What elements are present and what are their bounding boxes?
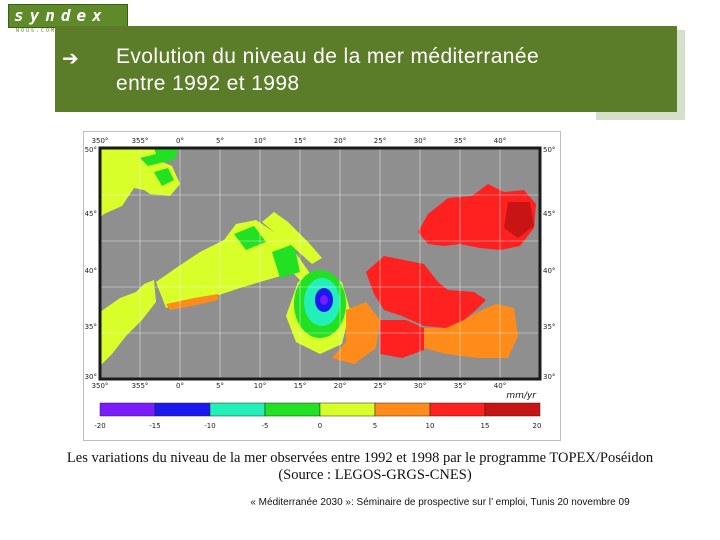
bottom-tick: 15° bbox=[294, 382, 306, 390]
slide-title: Evolution du niveau de la mer méditerran… bbox=[116, 43, 666, 97]
sea-atlantic-south bbox=[100, 280, 156, 366]
sea-ligurian-green bbox=[234, 226, 266, 250]
bottom-tick: 35° bbox=[454, 382, 466, 390]
logo-text: syndex bbox=[14, 6, 108, 25]
bottom-tick: 25° bbox=[374, 382, 386, 390]
right-tick: 40° bbox=[543, 267, 555, 275]
legend-swatch bbox=[374, 402, 431, 417]
top-tick: 20° bbox=[334, 137, 346, 145]
caption-line-1: Les variations du niveau de la mer obser… bbox=[66, 450, 654, 466]
top-tick: 35° bbox=[454, 137, 466, 145]
bottom-tick: 40° bbox=[494, 382, 506, 390]
sea-aegean bbox=[366, 256, 486, 328]
legend-label: 0 bbox=[318, 422, 322, 430]
sea-biscay-green bbox=[154, 168, 174, 186]
title-line-2: entre 1992 et 1998 bbox=[116, 72, 300, 95]
logo-subtitle: NOUS.COM bbox=[16, 28, 57, 34]
map-frame-border bbox=[98, 146, 542, 381]
sea-level-map: 350° 355° 0° 5° 10° 15° 20° 25° 30° 35° … bbox=[85, 137, 556, 430]
legend-swatch bbox=[264, 402, 321, 417]
bottom-tick: 20° bbox=[334, 382, 346, 390]
top-tick: 15° bbox=[294, 137, 306, 145]
bottom-tick: 0° bbox=[176, 382, 184, 390]
sea-levantine-red bbox=[380, 320, 424, 358]
left-tick: 35° bbox=[85, 323, 97, 331]
left-tick: 50° bbox=[85, 146, 97, 154]
legend-swatch bbox=[484, 402, 541, 417]
legend-swatch bbox=[154, 402, 211, 417]
top-tick: 30° bbox=[414, 137, 426, 145]
legend-color-bar bbox=[99, 402, 541, 417]
top-tick: 5° bbox=[216, 137, 224, 145]
right-tick: 45° bbox=[543, 210, 555, 218]
bottom-tick: 355° bbox=[132, 382, 149, 390]
legend-label: 5 bbox=[373, 422, 377, 430]
top-tick: 350° bbox=[92, 137, 109, 145]
top-tick: 40° bbox=[494, 137, 506, 145]
legend-label: 10 bbox=[426, 422, 435, 430]
left-tick: 40° bbox=[85, 267, 97, 275]
bottom-ticks: 350° 355° 0° 5° 10° 15° 20° 25° 30° 35° … bbox=[92, 382, 507, 390]
units-label: mm/yr bbox=[506, 391, 537, 401]
legend-label: 15 bbox=[481, 422, 490, 430]
top-tick: 0° bbox=[176, 137, 184, 145]
left-ticks: 50° 45° 40° 35° 30° bbox=[85, 146, 97, 381]
bottom-tick: 10° bbox=[254, 382, 266, 390]
figure-caption: Les variations du niveau de la mer obser… bbox=[0, 450, 720, 484]
sea-black-sea bbox=[418, 184, 536, 250]
sea-black-sea-east bbox=[504, 202, 534, 238]
legend-labels: -20 -15 -10 -5 0 5 10 15 20 bbox=[94, 422, 541, 430]
legend-label: 20 bbox=[533, 422, 542, 430]
map-figure: 350° 355° 0° 5° 10° 15° 20° 25° 30° 35° … bbox=[83, 131, 561, 441]
right-tick: 50° bbox=[543, 146, 555, 154]
left-tick: 45° bbox=[85, 210, 97, 218]
graticule bbox=[100, 148, 540, 379]
sea-tyrrhenian-green bbox=[272, 244, 300, 278]
bottom-tick: 5° bbox=[216, 382, 224, 390]
syndex-logo: syndex NOUS.COM bbox=[8, 4, 128, 34]
right-arrow-icon: ➔ bbox=[62, 46, 79, 70]
sea-levantine-orange bbox=[418, 304, 518, 358]
sea-algeria-orange bbox=[166, 294, 218, 310]
sea-north-green bbox=[140, 154, 164, 166]
title-band bbox=[55, 26, 677, 112]
legend-label: -10 bbox=[204, 422, 215, 430]
right-tick: 30° bbox=[543, 373, 555, 381]
caption-line-2: (Source : LEGOS-GRGS-CNES) bbox=[278, 467, 472, 483]
top-tick: 25° bbox=[374, 137, 386, 145]
sea-ionian-violet bbox=[320, 295, 328, 305]
legend-swatch bbox=[99, 402, 156, 417]
legend-swatch bbox=[209, 402, 266, 417]
top-tick: 10° bbox=[254, 137, 266, 145]
legend-swatch bbox=[319, 402, 376, 417]
legend-label: -15 bbox=[149, 422, 160, 430]
sea-western-med bbox=[156, 220, 330, 308]
sea-adriatic bbox=[262, 212, 322, 264]
legend-label: -20 bbox=[94, 422, 105, 430]
left-tick: 30° bbox=[85, 373, 97, 381]
bottom-tick: 30° bbox=[414, 382, 426, 390]
footer-text: « Méditerranée 2030 »: Séminaire de pros… bbox=[250, 497, 630, 508]
legend-swatch bbox=[429, 402, 486, 417]
top-ticks: 350° 355° 0° 5° 10° 15° 20° 25° 30° 35° … bbox=[92, 137, 507, 145]
legend-label: -5 bbox=[262, 422, 269, 430]
top-tick: 355° bbox=[132, 137, 149, 145]
bottom-tick: 350° bbox=[92, 382, 109, 390]
right-ticks: 50° 45° 40° 35° 30° bbox=[543, 146, 555, 381]
title-line-1: Evolution du niveau de la mer méditerran… bbox=[116, 45, 540, 68]
right-tick: 35° bbox=[543, 323, 555, 331]
